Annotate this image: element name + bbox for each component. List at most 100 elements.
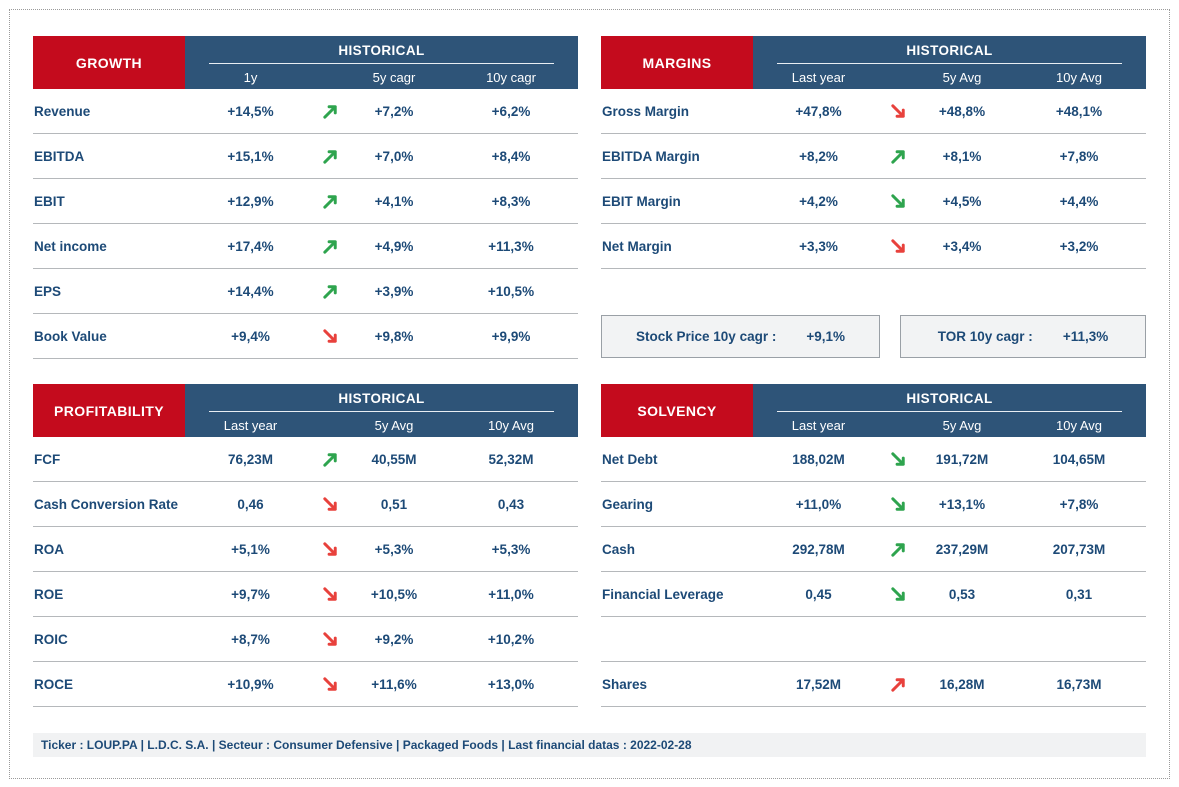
bottom-tables-row: PROFITABILITY HISTORICAL Last year 5y Av… — [33, 384, 1147, 707]
trend-up-green-icon — [316, 147, 344, 166]
value-col2: +3,4% — [942, 238, 982, 254]
value-col2: 16,28M — [939, 676, 985, 692]
value-col3: 0,43 — [497, 496, 525, 512]
row-label: EBIT Margin — [602, 193, 681, 209]
table-row: Cash 292,78M 237,29M 207,73M — [601, 527, 1146, 572]
column-headers: 1y 5y cagr 10y cagr — [185, 70, 578, 85]
value-col2: +13,1% — [938, 496, 986, 512]
row-label: Shares — [602, 676, 648, 692]
footer-text: Ticker : LOUP.PA | L.D.C. S.A. | Secteur… — [41, 738, 692, 752]
trend-up-red-icon — [884, 675, 912, 694]
table-title: SOLVENCY — [601, 384, 753, 437]
value-col3: +8,3% — [491, 193, 531, 209]
header-divider — [777, 411, 1122, 412]
table-row: ROIC +8,7% +9,2% +10,2% — [33, 617, 578, 662]
row-label: Net income — [34, 238, 107, 254]
value-col3: +7,8% — [1059, 148, 1099, 164]
value-col1: +11,0% — [795, 496, 842, 512]
profitability-table: PROFITABILITY HISTORICAL Last year 5y Av… — [33, 384, 578, 707]
value-col3: +13,0% — [487, 676, 535, 692]
table-row: EBIT Margin +4,2% +4,5% +4,4% — [601, 179, 1146, 224]
historical-label: HISTORICAL — [906, 391, 993, 406]
row-label: Cash Conversion Rate — [34, 496, 179, 512]
solvency-table-header: SOLVENCY HISTORICAL Last year 5y Avg 10y… — [601, 384, 1146, 437]
value-col2: 237,29M — [935, 541, 989, 557]
margins-table: MARGINS HISTORICAL Last year 5y Avg 10y … — [601, 36, 1146, 269]
growth-table-body: Revenue +14,5% +7,2% +6,2% EBITDA +15,1% +7,0%… — [33, 89, 578, 359]
table-row: EBIT +12,9% +4,1% +8,3% — [33, 179, 578, 224]
value-col1: +47,8% — [795, 103, 842, 119]
value-col1: +10,9% — [227, 676, 274, 692]
column-header-10yavg: 10y Avg — [487, 418, 535, 433]
profitability-table-header: PROFITABILITY HISTORICAL Last year 5y Av… — [33, 384, 578, 437]
value-col1: 188,02M — [792, 451, 845, 467]
row-label: EBITDA — [34, 148, 85, 164]
column-header-5y: 5y cagr — [372, 70, 416, 85]
header-divider — [209, 63, 554, 64]
table-title: PROFITABILITY — [33, 384, 185, 437]
value-col3: +10,5% — [487, 283, 535, 299]
value-col2: +5,3% — [374, 541, 414, 557]
table-row: Net income +17,4% +4,9% +11,3% — [33, 224, 578, 269]
trend-up-green-icon — [316, 282, 344, 301]
stock-price-cagr-label: Stock Price 10y cagr : — [636, 329, 777, 344]
value-col3: +11,3% — [488, 238, 534, 254]
profitability-table-body: FCF 76,23M 40,55M 52,32M Cash Conversion Rat… — [33, 437, 578, 707]
column-headers: Last year 5y Avg 10y Avg — [753, 418, 1146, 433]
historical-header-cell: HISTORICAL Last year 5y Avg 10y Avg — [753, 384, 1146, 437]
margins-table-header: MARGINS HISTORICAL Last year 5y Avg 10y … — [601, 36, 1146, 89]
value-col3: 207,73M — [1052, 541, 1106, 557]
table-row: ROCE +10,9% +11,6% +13,0% — [33, 662, 578, 707]
trend-down-green-icon — [884, 585, 912, 604]
trend-down-green-icon — [884, 450, 912, 469]
value-col1: +9,7% — [231, 586, 270, 602]
table-row: EPS +14,4% +3,9% +10,5% — [33, 269, 578, 314]
table-row: Gearing +11,0% +13,1% +7,8% — [601, 482, 1146, 527]
growth-table-header: GROWTH HISTORICAL 1y 5y cagr 10y cagr — [33, 36, 578, 89]
row-label: EPS — [34, 283, 62, 299]
margins-column: MARGINS HISTORICAL Last year 5y Avg 10y … — [601, 36, 1146, 359]
value-col3: 0,31 — [1065, 586, 1093, 602]
value-col2: +4,5% — [942, 193, 982, 209]
row-label: FCF — [34, 451, 61, 467]
row-label: ROE — [34, 586, 64, 602]
row-label: Revenue — [34, 103, 91, 119]
value-col2: +4,1% — [374, 193, 414, 209]
trend-down-red-icon — [316, 585, 344, 604]
header-divider — [209, 411, 554, 412]
historical-header-cell: HISTORICAL 1y 5y cagr 10y cagr — [185, 36, 578, 89]
trend-down-green-icon — [884, 192, 912, 211]
trend-up-green-icon — [316, 450, 344, 469]
value-col1: 0,46 — [237, 496, 264, 512]
value-col2: +9,2% — [374, 631, 414, 647]
value-col3: +11,0% — [488, 586, 534, 602]
value-col1: +3,3% — [799, 238, 838, 254]
value-col3: +6,2% — [491, 103, 531, 119]
table-row: Gross Margin +47,8% +48,8% +48,1% — [601, 89, 1146, 134]
tor-cagr-value: +11,3% — [1062, 329, 1109, 344]
value-col3: +10,2% — [487, 631, 535, 647]
value-col1: 292,78M — [792, 541, 845, 557]
tor-cagr-box: TOR 10y cagr : +11,3% — [900, 315, 1146, 358]
trend-up-green-icon — [316, 102, 344, 121]
value-col2: +11,6% — [371, 676, 417, 692]
column-header-5yavg: 5y Avg — [942, 70, 982, 85]
value-col3: +5,3% — [491, 541, 531, 557]
column-header-10y: 10y cagr — [486, 70, 536, 85]
value-col2: +48,8% — [938, 103, 986, 119]
table-row: Revenue +14,5% +7,2% +6,2% — [33, 89, 578, 134]
table-row: ROA +5,1% +5,3% +5,3% — [33, 527, 578, 572]
value-col3: +7,8% — [1059, 496, 1099, 512]
value-col2: 0,51 — [380, 496, 408, 512]
dashboard-frame: GROWTH HISTORICAL 1y 5y cagr 10y cagr Re… — [9, 9, 1170, 779]
value-col2: +7,0% — [374, 148, 414, 164]
trend-down-red-icon — [316, 630, 344, 649]
value-col1: +17,4% — [227, 238, 274, 254]
value-col3: +9,9% — [491, 328, 531, 344]
table-row: Net Margin +3,3% +3,4% +3,2% — [601, 224, 1146, 269]
value-col1: 0,45 — [805, 586, 832, 602]
stock-price-cagr-box: Stock Price 10y cagr : +9,1% — [601, 315, 880, 358]
table-row: Book Value +9,4% +9,8% +9,9% — [33, 314, 578, 359]
value-col2: 191,72M — [935, 451, 989, 467]
trend-down-red-icon — [884, 102, 912, 121]
